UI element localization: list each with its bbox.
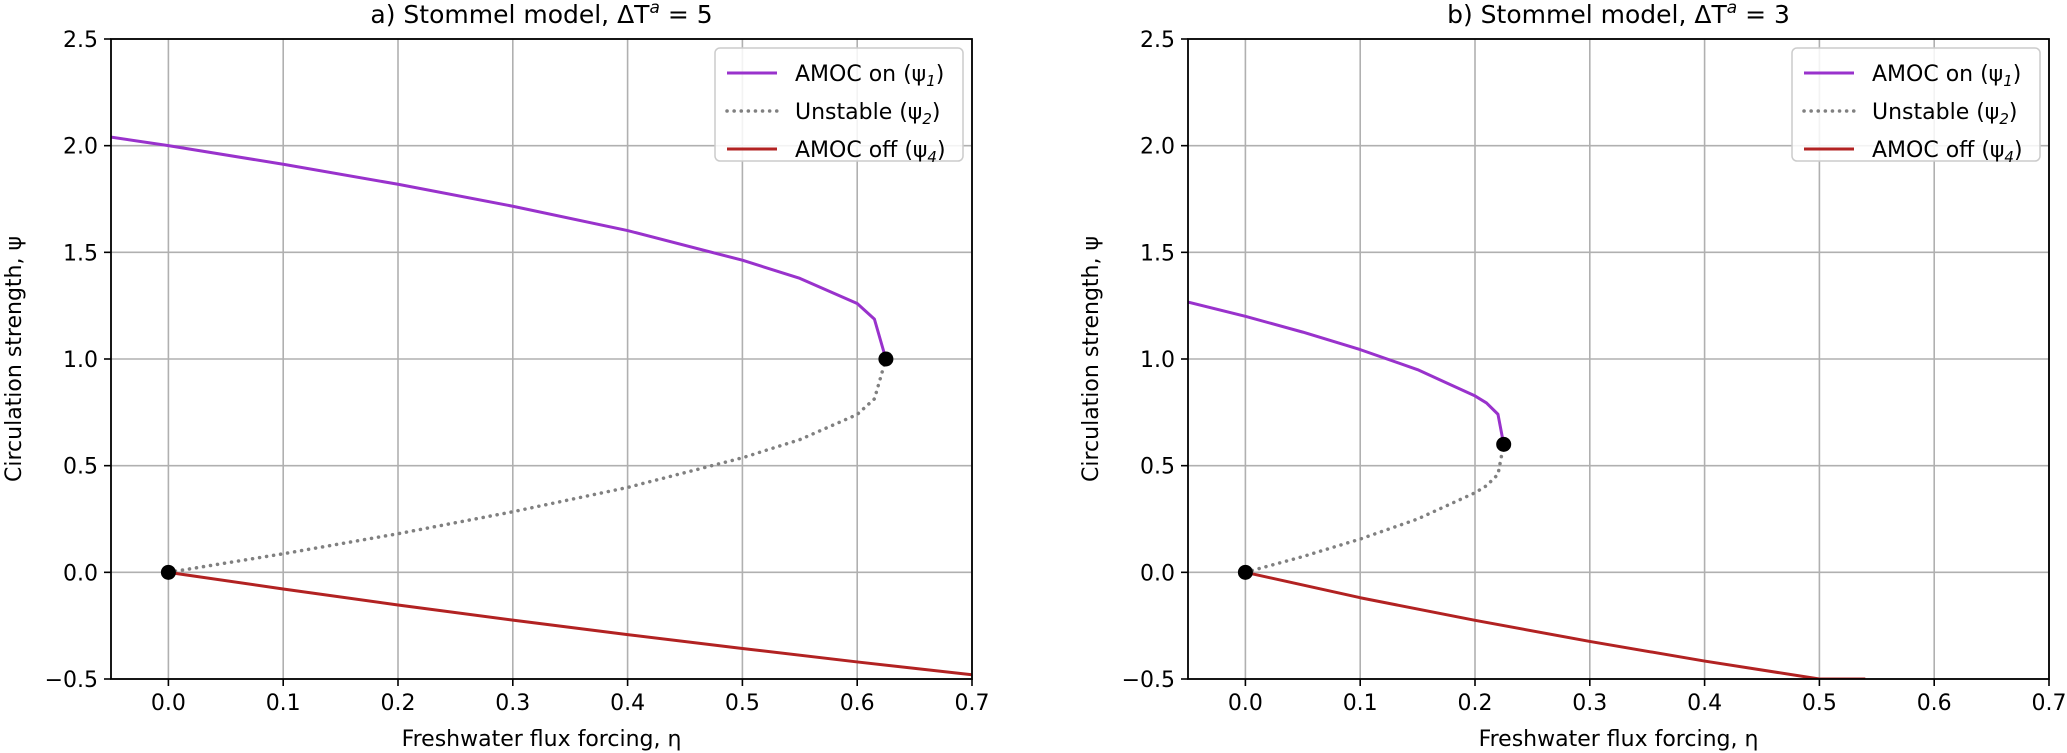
x-tick-label: 0.1	[266, 691, 301, 716]
plot-area	[111, 135, 972, 677]
y-axis-label: Circulation strength, ψ	[1079, 236, 1104, 482]
legend-label-subscript: 4	[927, 148, 937, 166]
legend-label-2: Unstable (ψ2)	[795, 100, 940, 128]
legend: AMOC on (ψ1)Unstable (ψ2)AMOC off (ψ4)	[1791, 47, 2041, 166]
bifurcation-marker	[160, 564, 176, 580]
bifurcation-marker	[1237, 564, 1253, 580]
legend-label-text: AMOC off (ψ	[795, 138, 927, 163]
legend: AMOC on (ψ1)Unstable (ψ2)AMOC off (ψ4)	[714, 47, 964, 166]
x-tick-label: 0.5	[1802, 691, 1837, 716]
legend-label-3: AMOC off (ψ4)	[1872, 138, 2023, 166]
legend-label-text: AMOC on (ψ	[795, 62, 926, 87]
x-axis-label: Freshwater flux forcing, η	[402, 727, 682, 752]
y-tick-label: 1.5	[1140, 241, 1175, 266]
title-suffix: = 5	[660, 0, 713, 29]
legend-label-close: )	[932, 100, 941, 125]
x-tick-label: 0.4	[610, 691, 645, 716]
legend-label-3: AMOC off (ψ4)	[795, 138, 946, 166]
title-suffix: = 3	[1737, 0, 1790, 29]
bifurcation-marker	[1496, 436, 1512, 452]
x-tick-label: 0.1	[1343, 691, 1378, 716]
legend-label-subscript: 4	[2004, 148, 2014, 166]
legend-label-2: Unstable (ψ2)	[1872, 100, 2017, 128]
y-tick-label: 0.0	[1140, 561, 1175, 586]
y-tick-label: 1.5	[63, 241, 98, 266]
y-axis-label: Circulation strength, ψ	[2, 236, 27, 482]
title-main: b) Stommel model, ΔT	[1447, 0, 1727, 29]
x-tick-label: 0.3	[1572, 691, 1607, 716]
series-line-1	[1188, 300, 1506, 445]
y-tick-label: 0.0	[63, 561, 98, 586]
legend-label-subscript: 1	[2003, 72, 2013, 90]
legend-label-1: AMOC on (ψ1)	[795, 62, 944, 90]
legend-label-close: )	[2014, 138, 2023, 163]
legend-label-text: Unstable (ψ	[1872, 100, 1999, 125]
x-axis-label: Freshwater flux forcing, η	[1479, 727, 1759, 752]
y-tick-label: 2.5	[1140, 28, 1175, 53]
legend-label-text: Unstable (ψ	[795, 100, 922, 125]
y-tick-label: 0.5	[63, 455, 98, 480]
y-tick-label: −0.5	[45, 668, 98, 693]
legend-label-close: )	[937, 138, 946, 163]
title-superscript: a	[649, 0, 659, 18]
chart-title: b) Stommel model, ΔTa = 3	[1447, 0, 1790, 29]
y-tick-label: 2.5	[63, 28, 98, 53]
title-superscript: a	[1727, 0, 1737, 18]
legend-box	[1791, 47, 2041, 162]
series-line-2	[1243, 442, 1506, 575]
legend-label-close: )	[2013, 62, 2022, 87]
legend-label-text: AMOC on (ψ	[1872, 62, 2003, 87]
y-tick-label: 1.0	[1140, 348, 1175, 373]
y-tick-label: 2.0	[63, 135, 98, 160]
legend-label-subscript: 2	[922, 110, 932, 128]
y-tick-label: −0.5	[1122, 668, 1175, 693]
legend-label-subscript: 2	[1999, 110, 2009, 128]
x-tick-label: 0.4	[1687, 691, 1722, 716]
x-axis: 0.0 0.1 0.2 0.3 0.4 0.5 0.6 0.7	[151, 679, 990, 716]
x-tick-label: 0.2	[1458, 691, 1493, 716]
chart-title: a) Stommel model, ΔTa = 5	[370, 0, 712, 29]
x-axis: 0.0 0.1 0.2 0.3 0.4 0.5 0.6 0.7	[1228, 679, 2067, 716]
series-line-2	[166, 357, 888, 575]
y-tick-label: 0.5	[1140, 455, 1175, 480]
legend-box	[714, 47, 964, 162]
bifurcation-marker	[878, 351, 894, 367]
legend-label-1: AMOC on (ψ1)	[1872, 62, 2021, 90]
x-tick-label: 0.0	[151, 691, 186, 716]
x-tick-label: 0.7	[2032, 691, 2067, 716]
x-tick-label: 0.6	[840, 691, 875, 716]
y-axis: −0.5 0.0 0.5 1.0 1.5 2.0 2.5	[45, 28, 111, 693]
panel-b: 0.0 0.1 0.2 0.3 0.4 0.5 0.6 0.7 −0.5 0.0 0.5 1.0 1.5…	[1079, 0, 2067, 752]
x-tick-label: 0.6	[1917, 691, 1952, 716]
series-line-3	[1245, 570, 1866, 679]
x-tick-label: 0.3	[495, 691, 530, 716]
y-tick-label: 2.0	[1140, 135, 1175, 160]
legend-label-text: AMOC off (ψ	[1872, 138, 2004, 163]
series-line-1	[111, 135, 888, 360]
panel-a: 0.0 0.1 0.2 0.3 0.4 0.5 0.6 0.7 −0.5 0.0 0.5 1.0 1.5…	[2, 0, 990, 752]
x-tick-label: 0.0	[1228, 691, 1263, 716]
legend-label-subscript: 1	[926, 72, 936, 90]
x-tick-label: 0.5	[725, 691, 760, 716]
y-axis: −0.5 0.0 0.5 1.0 1.5 2.0 2.5	[1122, 28, 1188, 693]
plot-area	[1188, 300, 1866, 679]
y-tick-label: 1.0	[63, 348, 98, 373]
title-main: a) Stommel model, ΔT	[370, 0, 650, 29]
legend-label-close: )	[936, 62, 945, 87]
series-line-3	[168, 570, 972, 677]
x-tick-label: 0.7	[955, 691, 990, 716]
legend-label-close: )	[2009, 100, 2018, 125]
x-tick-label: 0.2	[381, 691, 416, 716]
